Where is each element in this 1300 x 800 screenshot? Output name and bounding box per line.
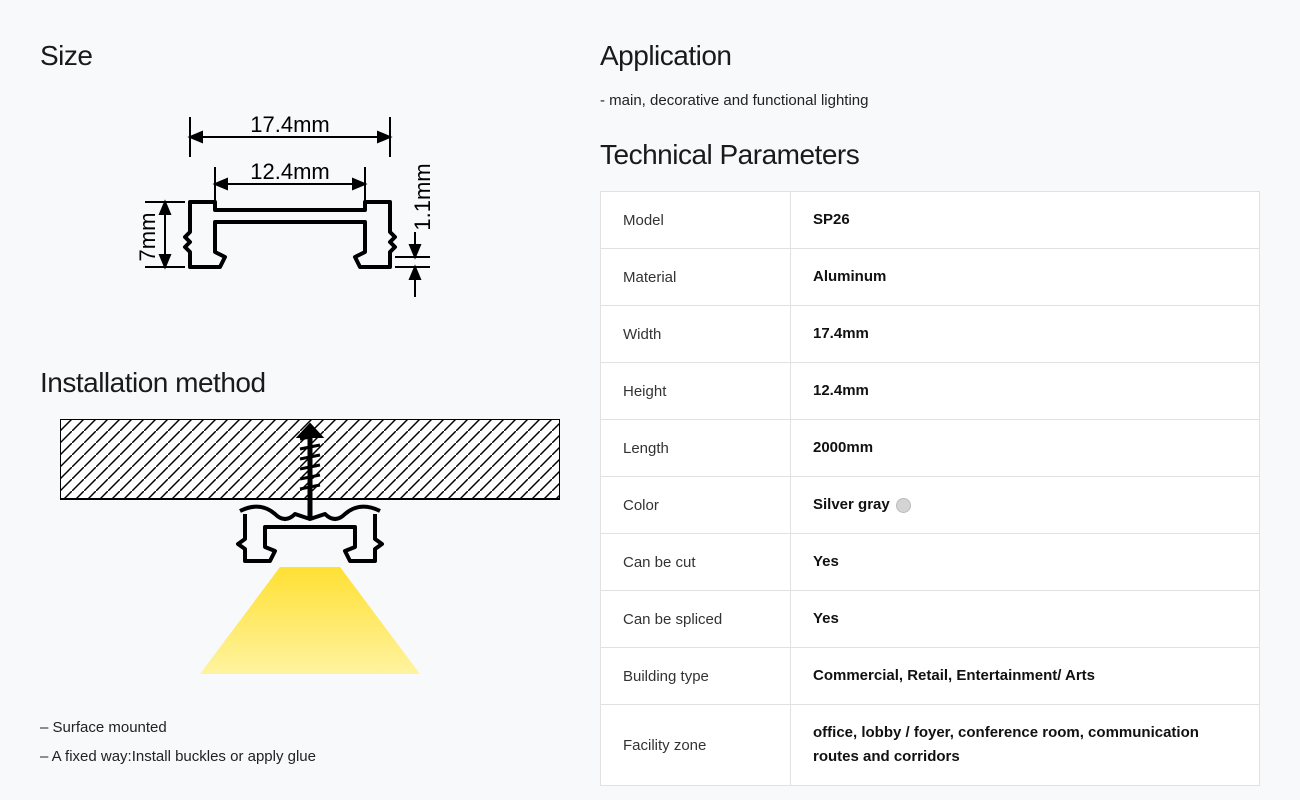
color-swatch [896,498,911,513]
table-row: Length2000mm [601,420,1260,477]
dim-outer-width: 17.4mm [250,112,329,137]
param-value: 12.4mm [791,363,1260,420]
param-label: Can be cut [601,534,791,591]
param-value: Yes [791,591,1260,648]
param-label: Model [601,192,791,249]
table-row: MaterialAluminum [601,249,1260,306]
param-value: Yes [791,534,1260,591]
table-row: Can be splicedYes [601,591,1260,648]
size-diagram: 17.4mm 12.4mm 7mm [130,102,540,327]
param-label: Width [601,306,791,363]
application-heading: Application [600,40,1260,72]
param-label: Length [601,420,791,477]
param-label: Height [601,363,791,420]
param-label: Facility zone [601,705,791,786]
dim-wall: 1.1mm [410,163,435,230]
param-value: SP26 [791,192,1260,249]
dim-height: 7mm [135,213,160,262]
param-value: 17.4mm [791,306,1260,363]
param-label: Can be spliced [601,591,791,648]
install-bullets: – Surface mounted – A fixed way:Install … [40,714,540,771]
table-row: ColorSilver gray [601,477,1260,534]
tech-heading: Technical Parameters [600,139,1260,171]
param-value: 2000mm [791,420,1260,477]
table-row: Height12.4mm [601,363,1260,420]
install-bullet: – A fixed way:Install buckles or apply g… [40,743,540,772]
size-heading: Size [40,40,540,72]
table-row: ModelSP26 [601,192,1260,249]
application-text: - main, decorative and functional lighti… [600,92,1260,109]
param-label: Building type [601,648,791,705]
table-row: Building typeCommercial, Retail, Enterta… [601,648,1260,705]
tech-params-table: ModelSP26MaterialAluminumWidth17.4mmHeig… [600,191,1260,786]
param-value: Aluminum [791,249,1260,306]
param-label: Material [601,249,791,306]
table-row: Facility zoneoffice, lobby / foyer, conf… [601,705,1260,786]
param-value: Silver gray [791,477,1260,534]
param-value: office, lobby / foyer, conference room, … [791,705,1260,786]
install-bullet: – Surface mounted [40,714,540,743]
install-heading: Installation method [40,367,540,399]
param-label: Color [601,477,791,534]
table-row: Can be cutYes [601,534,1260,591]
dim-inner-width: 12.4mm [250,159,329,184]
param-value: Commercial, Retail, Entertainment/ Arts [791,648,1260,705]
table-row: Width17.4mm [601,306,1260,363]
install-diagram [60,419,540,684]
